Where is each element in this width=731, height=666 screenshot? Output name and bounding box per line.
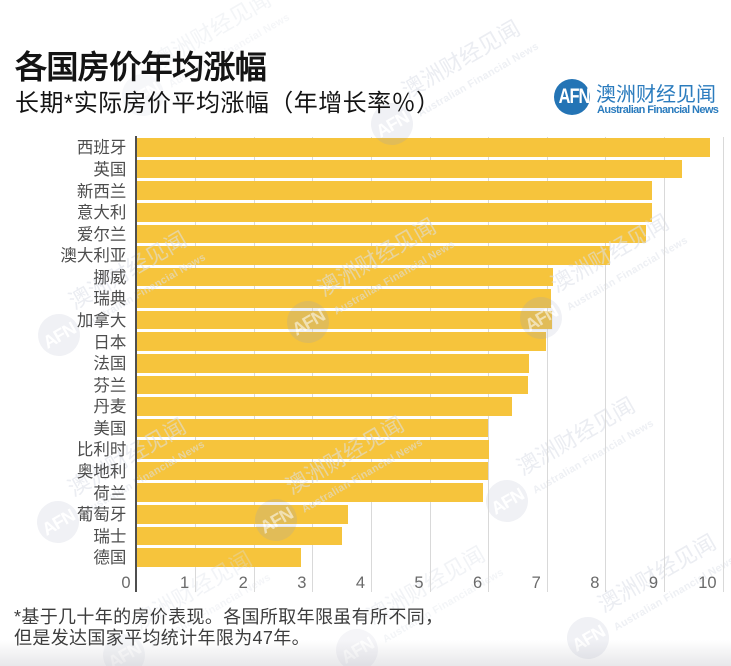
svg-text:澳洲财经见闻: 澳洲财经见闻 [149, 0, 276, 74]
svg-text:AFN: AFN [488, 484, 527, 518]
svg-text:澳洲财经见闻: 澳洲财经见闻 [594, 530, 721, 618]
svg-text:Australian Financial News: Australian Financial News [531, 417, 656, 496]
svg-text:Australian Financial News: Australian Financial News [167, 11, 292, 90]
svg-text:AFN: AFN [40, 318, 79, 352]
svg-text:澳洲财经见闻: 澳洲财经见闻 [547, 210, 674, 298]
svg-text:AFN: AFN [124, 78, 163, 112]
svg-text:Australian Financial News: Australian Financial News [416, 40, 541, 119]
svg-text:澳洲财经见闻: 澳洲财经见闻 [513, 393, 640, 481]
svg-text:澳洲财经见闻: 澳洲财经见闻 [398, 16, 525, 104]
svg-text:Australian Financial News: Australian Financial News [612, 554, 731, 633]
svg-text:Australian Financial News: Australian Financial News [565, 234, 690, 313]
svg-text:AFN: AFN [39, 505, 78, 539]
svg-text:AFN: AFN [373, 107, 412, 141]
